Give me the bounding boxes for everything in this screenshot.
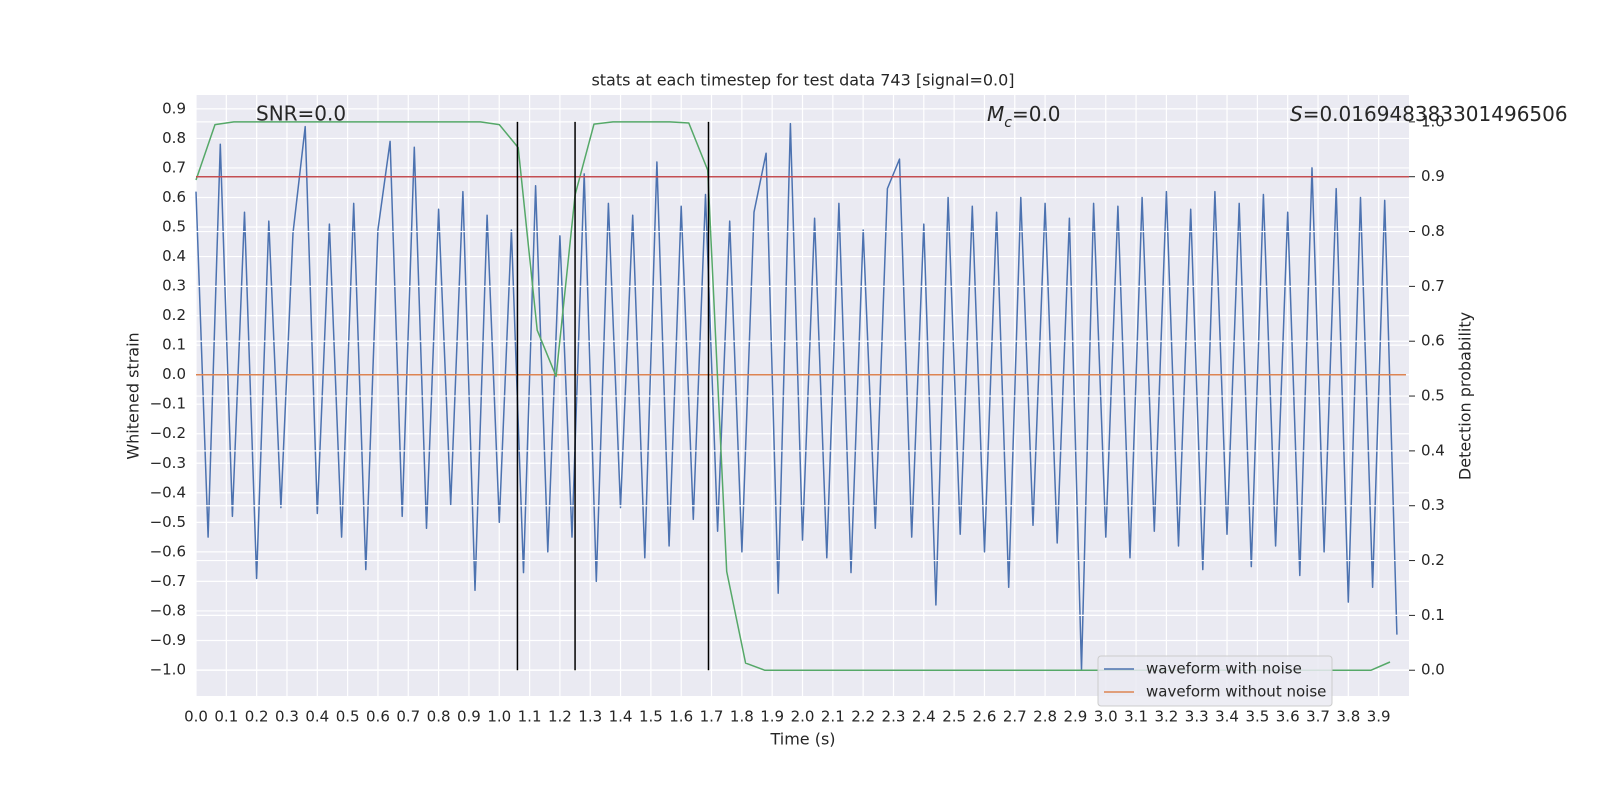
y-tick-label: −0.4 bbox=[150, 483, 186, 501]
x-tick-label: 3.2 bbox=[1154, 708, 1178, 726]
annotation-subscript: c bbox=[1004, 115, 1012, 131]
annotation-text: =0.016948383301496506 bbox=[1303, 102, 1568, 126]
y2-tick-label: 0.9 bbox=[1421, 167, 1445, 185]
x-axis-label: Time (s) bbox=[769, 730, 835, 749]
x-tick-label: 1.3 bbox=[578, 708, 602, 726]
x-tick-label: 1.7 bbox=[700, 708, 724, 726]
series-line bbox=[195, 122, 1398, 671]
y-tick-label: −0.6 bbox=[150, 542, 186, 560]
x-tick-label: 0.8 bbox=[427, 708, 451, 726]
x-tick-label: 2.0 bbox=[791, 708, 815, 726]
x-tick-label: 2.7 bbox=[1003, 708, 1027, 726]
y2-tick-label: 0.8 bbox=[1421, 222, 1445, 240]
x-tick-label: 3.9 bbox=[1367, 708, 1391, 726]
y-tick-label: 0.1 bbox=[162, 336, 186, 354]
y-tick-label: 0.4 bbox=[162, 247, 186, 265]
y2-tick-label: 0.3 bbox=[1421, 496, 1445, 514]
x-tick-label: 2.4 bbox=[912, 708, 936, 726]
x-tick-label: 0.1 bbox=[214, 708, 238, 726]
y-tick-label: 0.7 bbox=[162, 158, 186, 176]
x-tick-label: 2.2 bbox=[851, 708, 875, 726]
y2-tick-label: 0.2 bbox=[1421, 551, 1445, 569]
y2-axis-label: Detection probability bbox=[1456, 312, 1475, 480]
x-tick-label: 3.8 bbox=[1336, 708, 1360, 726]
annotation: SNR=0.0 bbox=[256, 102, 346, 126]
x-tick-label: 1.5 bbox=[639, 708, 663, 726]
x-tick-label: 3.7 bbox=[1306, 708, 1330, 726]
y-tick-label: 0.5 bbox=[162, 218, 186, 236]
x-tick-label: 1.0 bbox=[487, 708, 511, 726]
y2-tick-label: 1.0 bbox=[1421, 112, 1445, 130]
annotation-symbol: S bbox=[1290, 102, 1303, 126]
y-tick-label: 0.8 bbox=[162, 129, 186, 147]
x-tick-label: 0.9 bbox=[457, 708, 481, 726]
y-axis-label: Whitened strain bbox=[124, 332, 143, 459]
annotation-symbol: M bbox=[987, 102, 1004, 126]
x-tick-label: 1.8 bbox=[730, 708, 754, 726]
x-tick-label: 2.5 bbox=[942, 708, 966, 726]
y2-tick-label: 0.6 bbox=[1421, 332, 1445, 350]
y-tick-label: −0.8 bbox=[150, 601, 186, 619]
annotation: S=0.016948383301496506 bbox=[1290, 102, 1568, 126]
x-tick-label: 2.1 bbox=[821, 708, 845, 726]
x-tick-label: 3.6 bbox=[1276, 708, 1300, 726]
legend-label: waveform with noise bbox=[1146, 660, 1302, 678]
x-tick-label: 0.0 bbox=[184, 708, 208, 726]
legend-box bbox=[1097, 655, 1333, 707]
y2-tick-label: 0.4 bbox=[1421, 441, 1445, 459]
y-tick-label: 0.6 bbox=[162, 188, 186, 206]
y-tick-label: 0.2 bbox=[162, 306, 186, 324]
x-tick-label: 2.9 bbox=[1063, 708, 1087, 726]
chart-title: stats at each timestep for test data 743… bbox=[591, 71, 1014, 90]
y-tick-label: 0.3 bbox=[162, 277, 186, 295]
y2-tick-label: 0.5 bbox=[1421, 387, 1445, 405]
x-tick-label: 0.4 bbox=[305, 708, 329, 726]
x-tick-label: 0.6 bbox=[366, 708, 390, 726]
x-tick-label: 2.3 bbox=[882, 708, 906, 726]
x-tick-label: 3.0 bbox=[1094, 708, 1118, 726]
y-tick-label: −0.5 bbox=[150, 513, 186, 531]
y-tick-label: −1.0 bbox=[150, 661, 186, 679]
x-tick-label: 1.2 bbox=[548, 708, 572, 726]
legend-label: waveform without noise bbox=[1146, 683, 1326, 701]
y-tick-label: 0.9 bbox=[162, 99, 186, 117]
y-tick-label: −0.1 bbox=[150, 395, 186, 413]
x-tick-label: 2.6 bbox=[973, 708, 997, 726]
annotation-text: =0.0 bbox=[1012, 102, 1061, 126]
x-tick-label: 0.7 bbox=[396, 708, 420, 726]
x-tick-label: 0.2 bbox=[245, 708, 269, 726]
annotation: Mc=0.0 bbox=[987, 102, 1061, 132]
x-tick-label: 3.1 bbox=[1124, 708, 1148, 726]
x-tick-label: 3.5 bbox=[1245, 708, 1269, 726]
x-tick-label: 1.9 bbox=[760, 708, 784, 726]
y-tick-label: −0.9 bbox=[150, 631, 186, 649]
y-tick-label: −0.2 bbox=[150, 424, 186, 442]
y2-tick-label: 0.1 bbox=[1421, 606, 1445, 624]
x-tick-label: 0.5 bbox=[336, 708, 360, 726]
y-tick-label: −0.3 bbox=[150, 454, 186, 472]
y2-tick-label: 0.0 bbox=[1421, 661, 1445, 679]
x-tick-label: 3.3 bbox=[1185, 708, 1209, 726]
x-tick-label: 3.4 bbox=[1215, 708, 1239, 726]
y-tick-label: −0.7 bbox=[150, 572, 186, 590]
x-tick-label: 1.4 bbox=[609, 708, 633, 726]
x-tick-label: 1.6 bbox=[669, 708, 693, 726]
x-tick-label: 1.1 bbox=[518, 708, 542, 726]
x-tick-label: 2.8 bbox=[1033, 708, 1057, 726]
y-tick-label: 0.0 bbox=[162, 365, 186, 383]
y2-tick-label: 0.7 bbox=[1421, 277, 1445, 295]
x-tick-label: 0.3 bbox=[275, 708, 299, 726]
